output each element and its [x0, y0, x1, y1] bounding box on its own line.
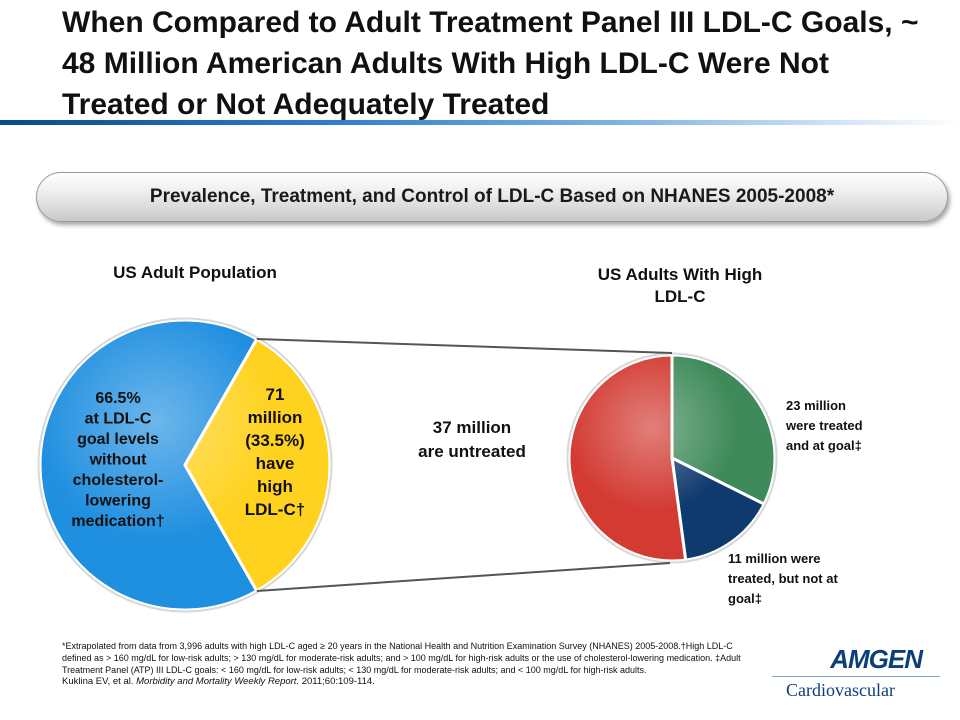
section-banner: Prevalence, Treatment, and Control of LD…: [36, 172, 948, 222]
logo-division: Cardiovascular: [786, 680, 895, 700]
treated-not-goal-label-line-3: goal‡: [728, 591, 762, 606]
reference-journal: Morbidity and Mortality Weekly Report.: [136, 676, 300, 687]
treated-goal-label-line-2: were treated: [785, 418, 863, 433]
treated-not-goal-label-line-1: 11 million were: [728, 551, 821, 566]
logo-brand: AMGEN: [830, 644, 923, 674]
left-yellow-label-line-5: high: [257, 477, 293, 496]
left-blue-label-line-7: medication†: [71, 513, 164, 530]
untreated-label-line-1: 37 million: [433, 418, 511, 437]
left-yellow-label-line-3: (33.5%): [245, 431, 305, 450]
left-blue-label-line-2: at LDL-C: [85, 411, 152, 428]
footnote-body: *Extrapolated from data from 3,996 adult…: [62, 641, 741, 675]
left-yellow-label-line-2: million: [248, 408, 303, 427]
left-pie-rim: [37, 317, 333, 613]
right-pie-title-line-1: US Adults With High: [597, 265, 763, 284]
left-yellow-label-line-4: have: [256, 454, 295, 473]
treated-goal-label-line-3: and at goal‡: [786, 438, 862, 453]
left-blue-label-line-3: goal levels: [77, 431, 159, 448]
left-blue-label-line-1: 66.5%: [95, 390, 140, 407]
left-blue-label-line-4: without: [89, 452, 148, 469]
title-divider: [0, 120, 960, 125]
treated-goal-label: 23 million were treated and at goal‡: [785, 398, 863, 453]
logo-divider: [772, 676, 940, 677]
amgen-logo: AMGEN Cardiovascular: [772, 644, 940, 704]
left-pie-gloss: [40, 320, 330, 610]
right-pie-title: US Adults With High LDL-C: [540, 264, 820, 308]
untreated-label: 37 million are untreated: [418, 418, 526, 461]
untreated-label-line-2: are untreated: [418, 442, 526, 461]
treated-not-goal-label: 11 million were treated, but not at goal‡: [728, 551, 838, 606]
right-pie-gloss: [569, 355, 775, 561]
reference-authors: Kuklina EV, et al.: [62, 676, 137, 687]
left-blue-label-line-5: cholesterol-: [73, 472, 164, 489]
left-blue-label-line-6: lowering: [85, 493, 151, 510]
footnote-reference: Kuklina EV, et al. Morbidity and Mortali…: [62, 676, 742, 688]
treated-goal-label-line-1: 23 million: [786, 398, 846, 413]
right-pie-title-line-2: LDL-C: [654, 287, 706, 306]
left-blue-label: 66.5% at LDL-C goal levels without cholester…: [71, 390, 164, 530]
slide-title: When Compared to Adult Treatment Panel I…: [62, 6, 919, 121]
footnote: *Extrapolated from data from 3,996 adult…: [62, 640, 742, 688]
left-yellow-label-line-1: 71: [266, 385, 285, 404]
left-pie-title: US Adult Population: [113, 263, 277, 282]
left-yellow-label: 71 million (33.5%) have high LDL-C†: [245, 385, 305, 519]
connector-top: [256, 338, 673, 354]
right-pie-rim: [566, 352, 778, 564]
reference-details: 2011;60:109-114.: [299, 676, 375, 687]
left-yellow-label-line-6: LDL-C†: [245, 500, 305, 519]
connector-bottom: [256, 562, 671, 592]
treated-not-goal-label-line-2: treated, but not at: [728, 571, 838, 586]
